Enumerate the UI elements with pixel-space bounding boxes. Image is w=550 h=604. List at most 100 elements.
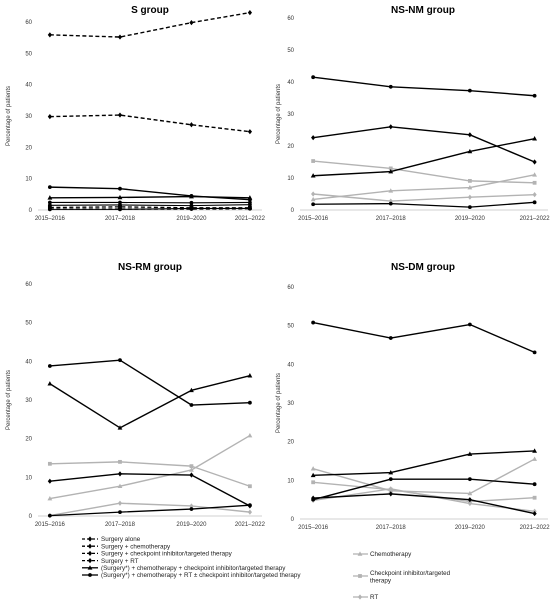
data-point — [248, 200, 252, 205]
data-point — [388, 477, 393, 482]
data-point — [467, 477, 472, 482]
series-6 — [47, 459, 252, 489]
data-point — [467, 148, 473, 154]
data-point — [532, 200, 537, 205]
data-point — [118, 186, 122, 191]
data-point — [467, 322, 472, 327]
legend-marker — [87, 543, 93, 549]
data-point — [117, 194, 123, 200]
series-2 — [47, 112, 253, 135]
data-point — [248, 197, 252, 202]
legend-item: Surgery + checkpoint inhibitor/targeted … — [82, 551, 233, 558]
x-tick-label: 2015–2016 — [35, 216, 66, 222]
y-tick-label: 40 — [25, 359, 32, 365]
y-tick-label: 30 — [287, 401, 294, 407]
data-point — [532, 448, 538, 453]
data-point — [47, 364, 52, 368]
data-point — [118, 207, 122, 212]
legend-item: (Surgery*) + chemotherapy + checkpoint i… — [82, 565, 286, 572]
data-point — [189, 200, 194, 205]
data-point — [467, 490, 473, 496]
data-point — [47, 461, 52, 466]
data-point — [189, 203, 194, 208]
series-1 — [47, 10, 253, 40]
legend-label: Surgery + chemotherapy — [101, 543, 171, 550]
y-tick-label: 60 — [25, 282, 32, 288]
legend-item: Surgery alone — [82, 536, 141, 543]
series-line — [49, 504, 250, 517]
data-point — [532, 172, 538, 177]
y-axis-label: Percentage of patients — [6, 370, 12, 430]
x-tick-label: 2019–2020 — [176, 522, 207, 528]
data-point — [189, 194, 194, 198]
data-point — [117, 483, 123, 489]
x-tick-label: 2021–2022 — [235, 522, 266, 528]
series-3 — [310, 136, 538, 178]
series-line — [49, 207, 250, 210]
data-point — [118, 510, 122, 515]
legend-label: (Surgery*) + chemotherapy + RT ± checkpo… — [101, 572, 301, 579]
legend-marker — [87, 536, 93, 542]
data-point — [117, 425, 123, 430]
x-tick-label: 2021–2022 — [520, 525, 550, 531]
x-tick-label: 2015–2016 — [298, 525, 329, 531]
data-point — [47, 185, 52, 190]
chart-title: NS-RM group — [118, 262, 182, 273]
series-line — [313, 126, 535, 163]
y-axis-label: Percentage of patients — [276, 373, 282, 433]
data-point — [47, 207, 52, 212]
data-point — [117, 112, 123, 118]
data-point — [189, 472, 194, 478]
data-point — [189, 20, 194, 26]
data-point — [47, 381, 53, 386]
data-point — [388, 486, 393, 492]
legend-label: Checkpoint inhibitor/targeted therapy — [370, 570, 451, 585]
data-point — [467, 194, 472, 200]
legend-item: Checkpoint inhibitor/targeted therapy — [353, 570, 451, 585]
y-axis-label: Percentage of patients — [276, 84, 282, 144]
series-line — [49, 204, 250, 207]
series-line — [49, 206, 250, 209]
data-point — [189, 507, 194, 511]
data-point — [248, 484, 252, 489]
series-line — [312, 458, 535, 495]
series-line — [313, 76, 535, 97]
series-5 — [47, 432, 253, 501]
series-line — [49, 359, 250, 406]
x-tick-label: 2019–2020 — [455, 216, 486, 222]
data-point — [47, 195, 53, 200]
legend-label: (Surgery*) + chemotherapy + checkpoint i… — [101, 565, 286, 572]
data-point — [532, 192, 537, 198]
series-7 — [311, 191, 537, 204]
series-4 — [311, 200, 537, 210]
series-1 — [311, 320, 537, 355]
data-point — [310, 196, 316, 202]
y-tick-label: 30 — [25, 398, 32, 404]
data-point — [467, 132, 472, 138]
x-tick-label: 2019–2020 — [176, 216, 207, 222]
data-point — [311, 202, 316, 207]
data-point — [47, 32, 52, 38]
legend-marker — [87, 550, 93, 556]
data-point — [247, 432, 253, 438]
chart-panel-3: NS-RM group Percentage of patients 0 10 20 30… — [6, 262, 266, 528]
x-tick-label: 2019–2020 — [455, 525, 486, 531]
data-point — [189, 503, 194, 509]
data-point — [47, 496, 53, 501]
data-point — [532, 136, 538, 141]
data-point — [118, 200, 122, 205]
series-line — [49, 11, 251, 38]
data-point — [388, 201, 393, 206]
data-point — [388, 491, 393, 497]
legend-marker — [88, 573, 92, 577]
series-6 — [310, 172, 538, 202]
series-line — [313, 137, 535, 177]
x-tick-label: 2017–2018 — [105, 216, 136, 222]
series-8 — [47, 206, 252, 212]
y-tick-label: 60 — [287, 285, 294, 291]
legend-marker — [357, 551, 363, 556]
data-point — [189, 206, 194, 211]
series-1 — [311, 124, 537, 165]
data-point — [388, 188, 394, 193]
